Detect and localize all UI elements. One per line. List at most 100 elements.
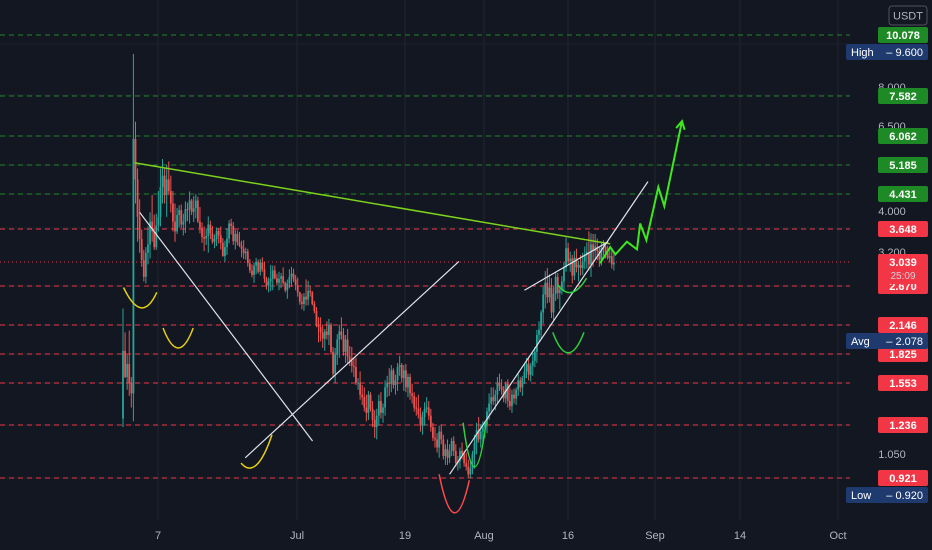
candle-body: [380, 400, 382, 413]
candle-body: [488, 403, 490, 412]
candle-body: [429, 415, 432, 428]
descending-trend-line: [134, 162, 611, 245]
candle-body: [419, 414, 422, 426]
candle-body: [282, 276, 285, 283]
candle-body: [265, 278, 268, 286]
avg-tag-value: – 2.078: [886, 336, 923, 348]
candle-body: [284, 282, 287, 291]
candle-body: [581, 261, 584, 269]
support-tag-box: [878, 470, 928, 486]
candle-body: [463, 454, 466, 464]
candle-body: [402, 370, 405, 379]
support-tag-value: 1.825: [889, 349, 917, 361]
candle-body: [313, 303, 316, 311]
candle-body: [251, 270, 253, 275]
candle-body: [573, 257, 576, 276]
candle-body: [219, 235, 222, 243]
candle-body: [138, 216, 141, 240]
candle-body: [361, 394, 364, 398]
candle-body: [128, 363, 131, 383]
candle-body: [228, 223, 230, 239]
currency-badge[interactable]: USDT: [888, 5, 928, 26]
price-tick-label: 1.050: [878, 449, 906, 461]
candle-body: [554, 276, 557, 294]
support-tag-value: 1.236: [889, 420, 917, 432]
candle-body: [355, 367, 357, 383]
candle-body: [209, 224, 212, 234]
candle-body: [452, 441, 455, 451]
candle-body: [579, 264, 582, 269]
candle-body: [205, 235, 208, 239]
candle-body: [323, 331, 326, 339]
time-tick-label: Sep: [645, 530, 665, 542]
candle-body: [325, 331, 328, 336]
candle-body: [269, 278, 272, 282]
swing-arc: [240, 434, 273, 469]
low-tag-label: Low: [851, 490, 871, 502]
candle-body: [471, 454, 474, 469]
time-tick-label: 14: [734, 530, 746, 542]
candle-body: [334, 354, 337, 374]
candle-body: [546, 282, 549, 298]
resistance-tag-value: 5.185: [889, 160, 917, 172]
candle-body: [592, 244, 594, 252]
resistance-tag-value: 7.582: [889, 91, 917, 103]
candle-body: [159, 187, 162, 217]
candle-body: [558, 289, 561, 294]
candle-body: [294, 279, 297, 286]
high-tag-value: – 9.600: [886, 47, 923, 59]
candle-body: [606, 252, 609, 258]
time-tick-label: Oct: [829, 530, 846, 542]
candle-body: [292, 273, 295, 280]
candle-body: [180, 210, 183, 225]
candle-body: [207, 224, 210, 236]
candle-body: [600, 247, 603, 260]
candle-body: [172, 203, 174, 222]
candle-body: [432, 427, 434, 438]
low-tag-value: – 0.920: [886, 490, 923, 502]
candle-body: [122, 350, 124, 419]
swing-arc: [552, 332, 585, 354]
resistance-tag-box: [878, 27, 928, 43]
candle-body: [371, 408, 374, 420]
candle-body: [440, 431, 443, 440]
candle-body: [519, 380, 522, 388]
candle-body: [126, 363, 129, 377]
candle-body: [259, 262, 262, 272]
candle-body: [533, 351, 536, 361]
support-tag-box: [878, 221, 928, 237]
candle-body: [394, 380, 397, 386]
low-tag-box: [846, 487, 928, 503]
candle-body: [157, 216, 160, 226]
candle-body: [552, 293, 555, 313]
candle-body: [303, 296, 305, 304]
candle-body: [565, 248, 567, 268]
candle-body: [404, 370, 407, 388]
support-tag-box: [878, 417, 928, 433]
candle-body: [192, 208, 195, 212]
candle-body: [319, 327, 322, 333]
candle-body: [342, 335, 345, 352]
candle-body: [242, 248, 245, 254]
candle-body: [511, 394, 513, 407]
candle-body: [315, 310, 318, 325]
candle-body: [165, 179, 168, 196]
candle-body: [604, 246, 607, 253]
resistance-tag-box: [878, 186, 928, 202]
support-tag-box: [878, 317, 928, 333]
candle-body: [311, 292, 314, 304]
time-tick-label: 7: [155, 530, 161, 542]
candle-body: [346, 339, 349, 357]
candle-body: [598, 251, 601, 260]
candle-body: [521, 378, 524, 388]
candle-body: [196, 200, 199, 222]
candle-body: [427, 407, 430, 416]
candle-body: [473, 442, 476, 455]
candle-body: [149, 221, 151, 245]
candle-body: [388, 382, 391, 384]
time-tick-label: 16: [562, 530, 574, 542]
candle-body: [234, 233, 237, 242]
candle-body: [321, 332, 324, 339]
channel-line: [244, 260, 460, 459]
